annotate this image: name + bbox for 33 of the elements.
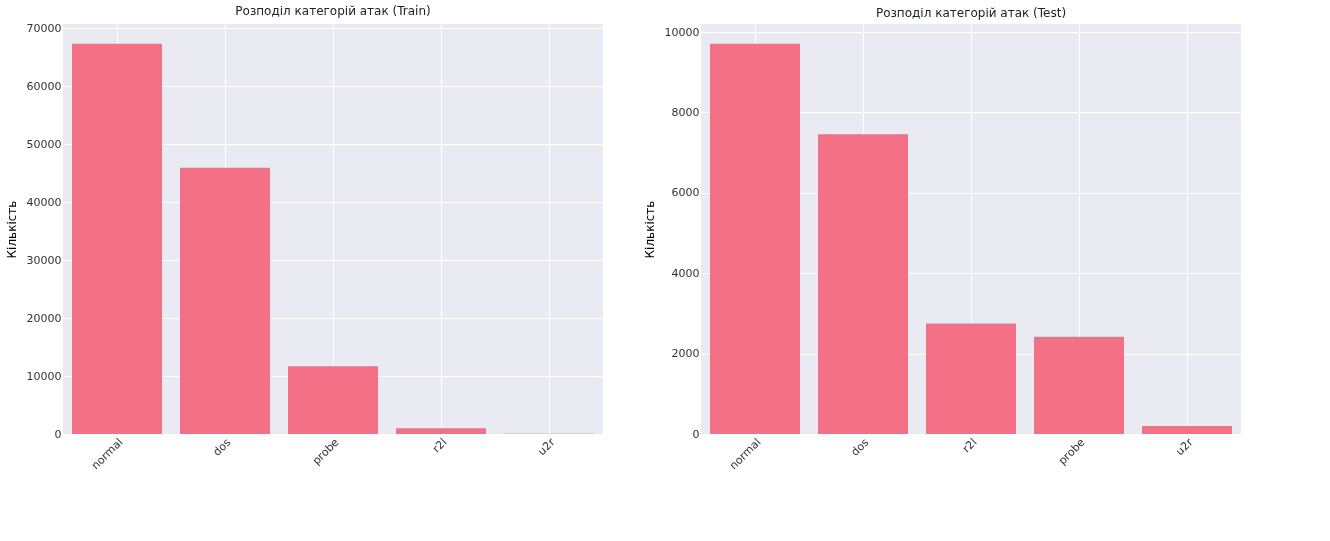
y-axis-title: Кількість (642, 200, 657, 259)
y-tick-label: 30000 (26, 253, 62, 267)
x-tick-label: r2l (429, 435, 450, 456)
y-tick-label: 70000 (26, 21, 62, 35)
bar (72, 43, 162, 434)
bar (818, 134, 908, 434)
y-axis-title: Кількість (4, 200, 19, 259)
y-tick-label: 4000 (671, 266, 700, 280)
y-tick-label: 10000 (664, 25, 700, 39)
x-tick-label: u2r (1173, 435, 1196, 459)
bar (180, 167, 270, 434)
x-tick-label: dos (848, 435, 872, 459)
y-tick-label: 8000 (671, 105, 700, 119)
bar (1034, 336, 1124, 434)
x-tick-label: dos (210, 435, 234, 459)
chart-title: Розподіл категорій атак (Test) (875, 6, 1067, 20)
y-tick-label: 2000 (671, 347, 700, 361)
y-tick-label: 10000 (26, 369, 62, 383)
y-tick-label: 0 (692, 427, 700, 441)
y-tick-label: 0 (54, 427, 62, 441)
x-tick-label: r2l (959, 435, 980, 456)
y-tick-label: 40000 (26, 195, 62, 209)
bar (926, 323, 1016, 434)
bar (396, 428, 486, 434)
bar (1142, 425, 1232, 434)
chart-title: Розподіл категорій атак (Train) (235, 4, 431, 19)
y-tick-label: 60000 (26, 79, 62, 93)
bar (710, 43, 800, 434)
bar (288, 366, 378, 434)
y-tick-label: 6000 (671, 186, 700, 200)
x-tick-label: u2r (535, 435, 558, 459)
y-tick-label: 20000 (26, 311, 62, 325)
y-tick-label: 50000 (26, 137, 62, 151)
